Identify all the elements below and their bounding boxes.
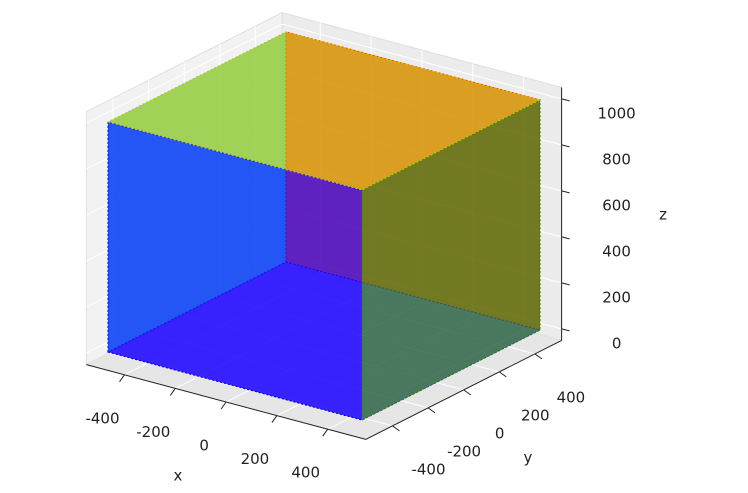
y-tick xyxy=(392,425,400,432)
x-tick-label: 400 xyxy=(291,464,320,482)
z-tick xyxy=(561,282,570,286)
y-tick xyxy=(499,371,507,378)
x-tick xyxy=(322,428,329,437)
z-tick-label: 1000 xyxy=(598,104,636,122)
z-tick xyxy=(561,144,570,148)
y-tick-label: -200 xyxy=(447,442,481,460)
x-tick xyxy=(119,374,125,383)
z-axis-label: z xyxy=(659,206,667,224)
y-tick xyxy=(534,353,543,360)
y-tick xyxy=(427,407,436,414)
x-axis-label: x xyxy=(174,467,183,485)
grid-line xyxy=(86,23,283,124)
z-tick xyxy=(561,236,570,240)
x-tick-label: -400 xyxy=(85,409,119,427)
x-tick xyxy=(169,388,176,396)
x-tick-label: 0 xyxy=(199,437,209,455)
y-tick xyxy=(463,389,471,396)
y-axis xyxy=(365,339,562,440)
x-tick xyxy=(271,415,278,423)
x-tick-label: -200 xyxy=(136,423,170,441)
y-tick-label: 200 xyxy=(521,406,550,424)
z-tick xyxy=(561,190,570,194)
z-tick-label: 200 xyxy=(602,288,631,306)
y-tick-label: -400 xyxy=(411,460,445,478)
y-tick-label: 0 xyxy=(495,424,505,442)
grid-line xyxy=(282,23,562,100)
z-tick-label: 600 xyxy=(602,196,631,214)
y-tick-label: 400 xyxy=(557,388,586,406)
x-tick-label: 200 xyxy=(241,450,270,468)
z-tick xyxy=(561,98,570,102)
z-tick-label: 400 xyxy=(602,242,631,260)
y-axis-label: y xyxy=(524,449,533,467)
z-tick-label: 0 xyxy=(612,334,622,352)
face xyxy=(106,31,542,191)
z-tick-label: 800 xyxy=(602,150,631,168)
z-tick xyxy=(561,328,570,332)
x-tick xyxy=(220,401,227,410)
